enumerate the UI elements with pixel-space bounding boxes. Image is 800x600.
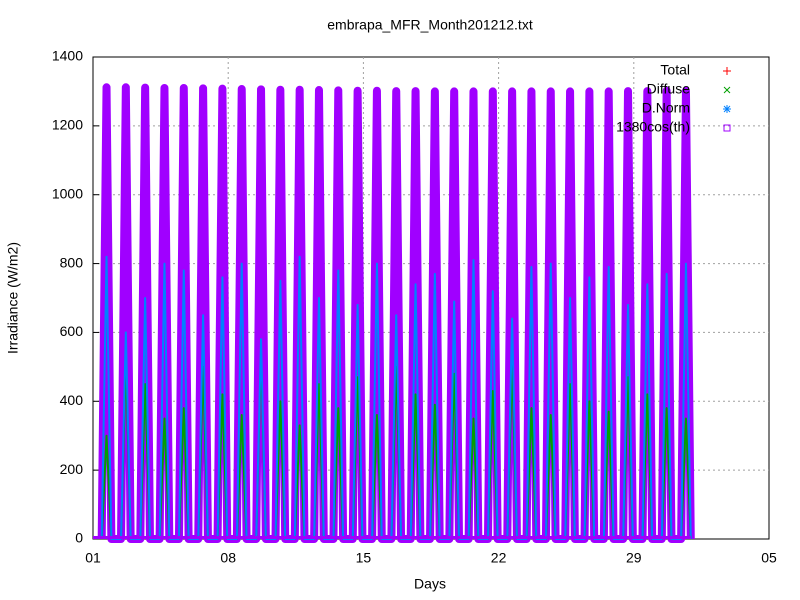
y-tick-label: 1200 [52,117,83,133]
y-tick-label: 800 [60,254,84,270]
chart-title: embrapa_MFR_Month201212.txt [327,17,533,33]
x-tick-label: 22 [491,550,507,566]
y-tick-label: 1000 [52,185,83,201]
legend-label: Total [660,62,690,78]
legend-label: 1380cos(th) [616,119,690,135]
series-line [100,255,692,540]
series-line [97,83,695,543]
y-tick-label: 200 [60,461,84,477]
legend-label: D.Norm [642,100,690,116]
x-tick-label: 29 [626,550,642,566]
x-tick-label: 05 [761,550,777,566]
x-tick-label: 01 [85,550,101,566]
y-tick-label: 600 [60,323,84,339]
x-tick-label: 08 [220,550,236,566]
legend-symbol [723,67,731,75]
y-axis-label: Irradiance (W/m2) [5,242,21,354]
x-tick-label: 15 [356,550,372,566]
legend-symbol [723,124,731,132]
baseline [93,536,691,539]
y-tick-label: 1400 [52,48,83,64]
y-tick-label: 400 [60,392,84,408]
y-tick-label: 0 [75,530,83,546]
x-axis-label: Days [414,576,446,592]
legend-label: Diffuse [647,81,691,97]
legend-symbol [723,86,731,94]
legend-symbol [723,105,731,113]
